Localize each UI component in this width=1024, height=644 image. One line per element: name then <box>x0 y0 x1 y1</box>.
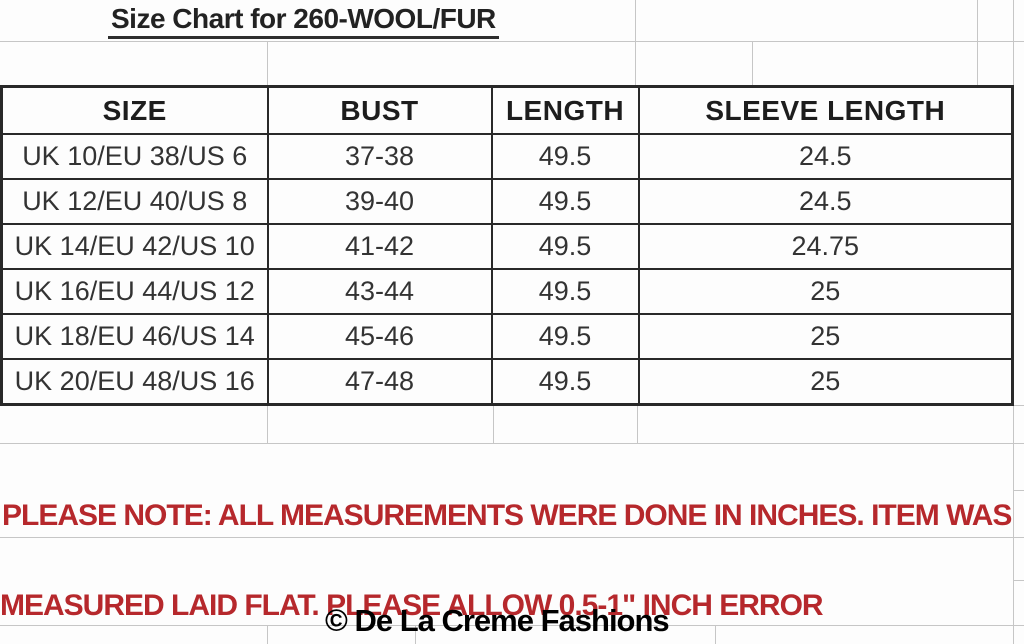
gridline-horizontal <box>1013 405 1024 406</box>
gridline-vertical <box>752 42 753 86</box>
gridline-vertical <box>715 625 716 644</box>
measurement-note-line1: PLEASE NOTE: ALL MEASUREMENTS WERE DONE … <box>2 499 1012 532</box>
size-cell: UK 18/EU 46/US 14 <box>0 313 269 360</box>
column-header-sleeve-length: SLEEVE LENGTH <box>637 85 1014 135</box>
gridline-horizontal <box>0 443 1024 444</box>
bust-cell: 45-46 <box>266 313 493 360</box>
sleeve-length-cell: 24.75 <box>637 223 1014 270</box>
gridline-horizontal <box>1013 490 1024 491</box>
gridline-horizontal <box>0 41 1024 42</box>
bust-cell: 47-48 <box>266 358 493 406</box>
sleeve-length-cell: 25 <box>637 268 1014 315</box>
gridline-vertical <box>267 403 268 443</box>
length-cell: 49.5 <box>490 268 640 315</box>
size-cell: UK 10/EU 38/US 6 <box>0 133 269 180</box>
gridline-vertical <box>493 403 494 443</box>
size-chart-table: SIZE BUST LENGTH SLEEVE LENGTH UK 10/EU … <box>0 85 1014 406</box>
bust-cell: 43-44 <box>266 268 493 315</box>
measurement-note-line2: MEASURED LAID FLAT. PLEASE ALLOW 0.5-1" … <box>0 589 824 622</box>
size-cell: UK 14/EU 42/US 10 <box>0 223 269 270</box>
gridline-horizontal <box>0 537 1024 538</box>
bust-cell: 39-40 <box>266 178 493 225</box>
length-cell: 49.5 <box>490 358 640 406</box>
gridline-horizontal <box>0 625 1024 626</box>
sleeve-length-cell: 24.5 <box>637 133 1014 180</box>
header-row: SIZE BUST LENGTH SLEEVE LENGTH <box>0 85 1014 135</box>
length-cell: 49.5 <box>490 133 640 180</box>
length-cell: 49.5 <box>490 178 640 225</box>
gridline-vertical <box>977 0 978 86</box>
column-header-length: LENGTH <box>490 85 640 135</box>
gridline-vertical <box>635 0 636 86</box>
bust-cell: 37-38 <box>266 133 493 180</box>
column-header-bust: BUST <box>266 85 493 135</box>
size-cell: UK 20/EU 48/US 16 <box>0 358 269 406</box>
sleeve-length-cell: 25 <box>637 358 1014 406</box>
length-cell: 49.5 <box>490 313 640 360</box>
size-cell: UK 16/EU 44/US 12 <box>0 268 269 315</box>
table-row: UK 14/EU 42/US 10 41-42 49.5 24.75 <box>0 223 1014 270</box>
table-row: UK 18/EU 46/US 14 45-46 49.5 25 <box>0 313 1014 360</box>
table-row: UK 10/EU 38/US 6 37-38 49.5 24.5 <box>0 133 1014 180</box>
bust-cell: 41-42 <box>266 223 493 270</box>
gridline-horizontal <box>1013 580 1024 581</box>
gridline-vertical <box>267 42 268 86</box>
gridline-vertical <box>637 403 638 443</box>
size-cell: UK 12/EU 40/US 8 <box>0 178 269 225</box>
gridline-vertical <box>267 625 268 644</box>
table-row: UK 20/EU 48/US 16 47-48 49.5 25 <box>0 358 1014 406</box>
length-cell: 49.5 <box>490 223 640 270</box>
column-header-size: SIZE <box>0 85 269 135</box>
table-row: UK 12/EU 40/US 8 39-40 49.5 24.5 <box>0 178 1014 225</box>
gridline-vertical <box>415 625 416 644</box>
page-title: Size Chart for 260-WOOL/FUR <box>108 3 499 39</box>
sleeve-length-cell: 25 <box>637 313 1014 360</box>
table-row: UK 16/EU 44/US 12 43-44 49.5 25 <box>0 268 1014 315</box>
sleeve-length-cell: 24.5 <box>637 178 1014 225</box>
brand-watermark: © De La Creme Fashions <box>325 603 670 638</box>
